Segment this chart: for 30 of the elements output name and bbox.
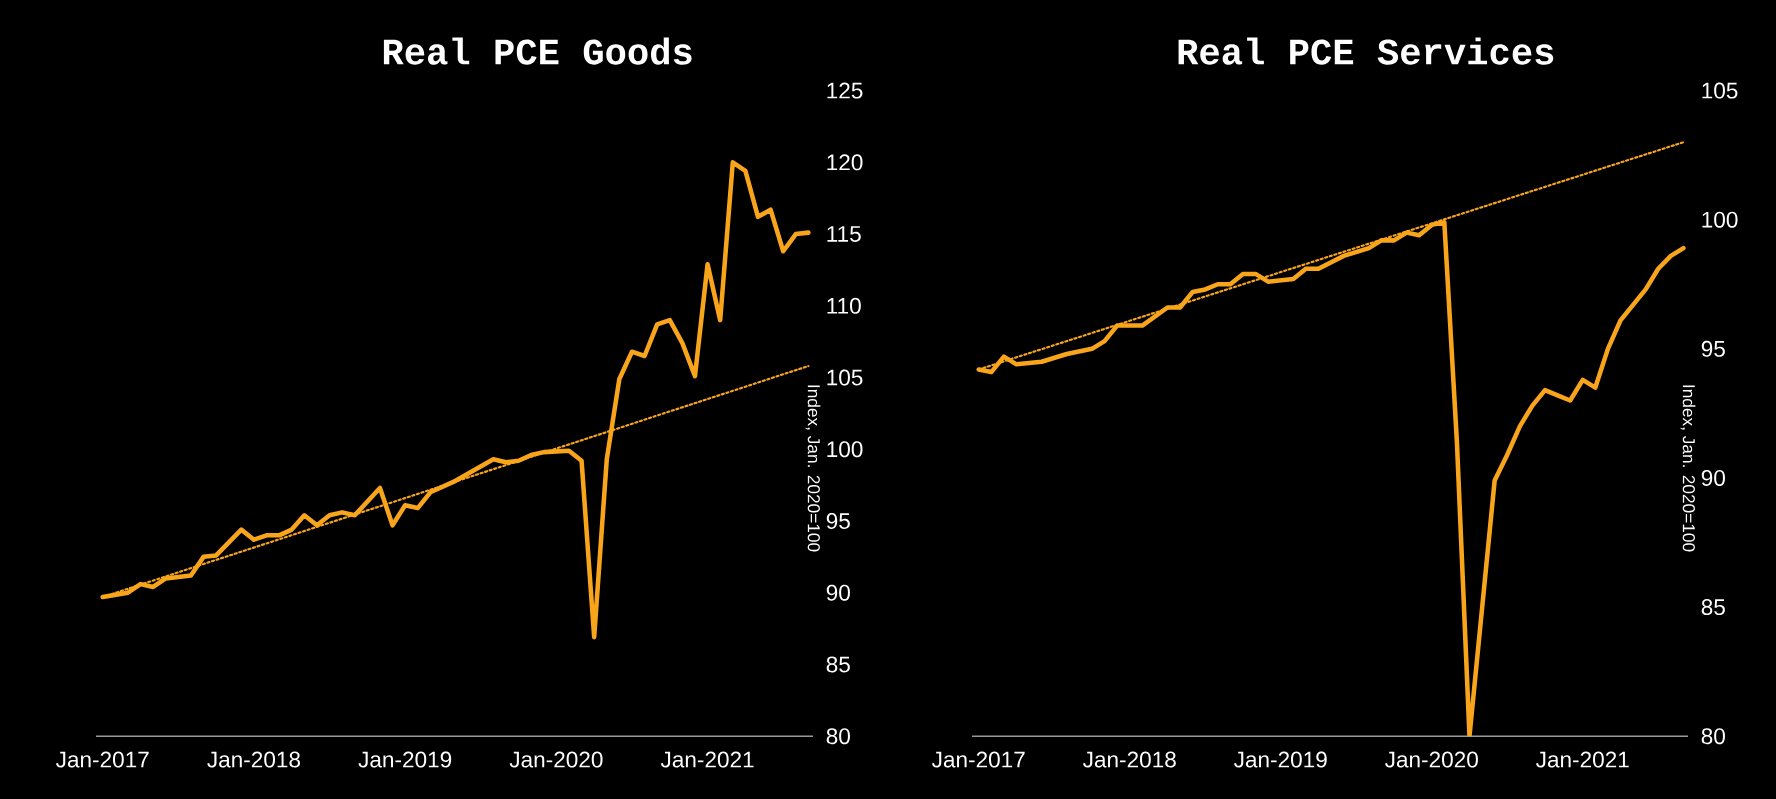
y-tick-label: 100 <box>827 441 863 458</box>
y-tick-label: 105 <box>1702 82 1738 99</box>
y-tick-label: 125 <box>827 82 863 99</box>
y-tick-label: 95 <box>826 513 850 529</box>
x-tick-label: Jan-2018 <box>207 751 301 768</box>
y-tick-label: 85 <box>826 656 850 673</box>
x-tick-label: Jan-2018 <box>1083 751 1176 768</box>
y-tick-label: 90 <box>1701 469 1725 486</box>
chart-title: Real PCE Goods <box>383 37 692 65</box>
y-axis-title: Index, Jan. 2020=100 <box>805 385 821 552</box>
x-tick-label: Jan-2019 <box>358 751 452 768</box>
y-axis-title: Index, Jan. 2020=100 <box>1680 385 1696 552</box>
x-tick-label: Jan-2021 <box>1536 751 1629 768</box>
y-tick-label: 95 <box>1701 340 1725 357</box>
x-tick-label: Jan-2020 <box>509 751 603 768</box>
y-tick-label: 110 <box>827 297 861 314</box>
y-tick-label: 85 <box>1701 599 1725 616</box>
y-tick-label: 80 <box>1701 728 1725 745</box>
x-tick-label: Jan-2017 <box>931 751 1025 768</box>
x-tick-label: Jan-2021 <box>660 751 754 768</box>
y-tick-label: 105 <box>827 369 863 386</box>
y-tick-label: 80 <box>826 728 850 745</box>
x-tick-label: Jan-2020 <box>1385 751 1478 768</box>
y-tick-label: 100 <box>1702 211 1738 228</box>
x-tick-label: Jan-2017 <box>55 751 149 768</box>
chart-title: Real PCE Services <box>1178 37 1554 65</box>
y-tick-label: 90 <box>826 584 850 601</box>
x-tick-label: Jan-2019 <box>1234 751 1327 768</box>
y-tick-label: 120 <box>827 154 863 171</box>
y-tick-label: 115 <box>827 226 861 242</box>
